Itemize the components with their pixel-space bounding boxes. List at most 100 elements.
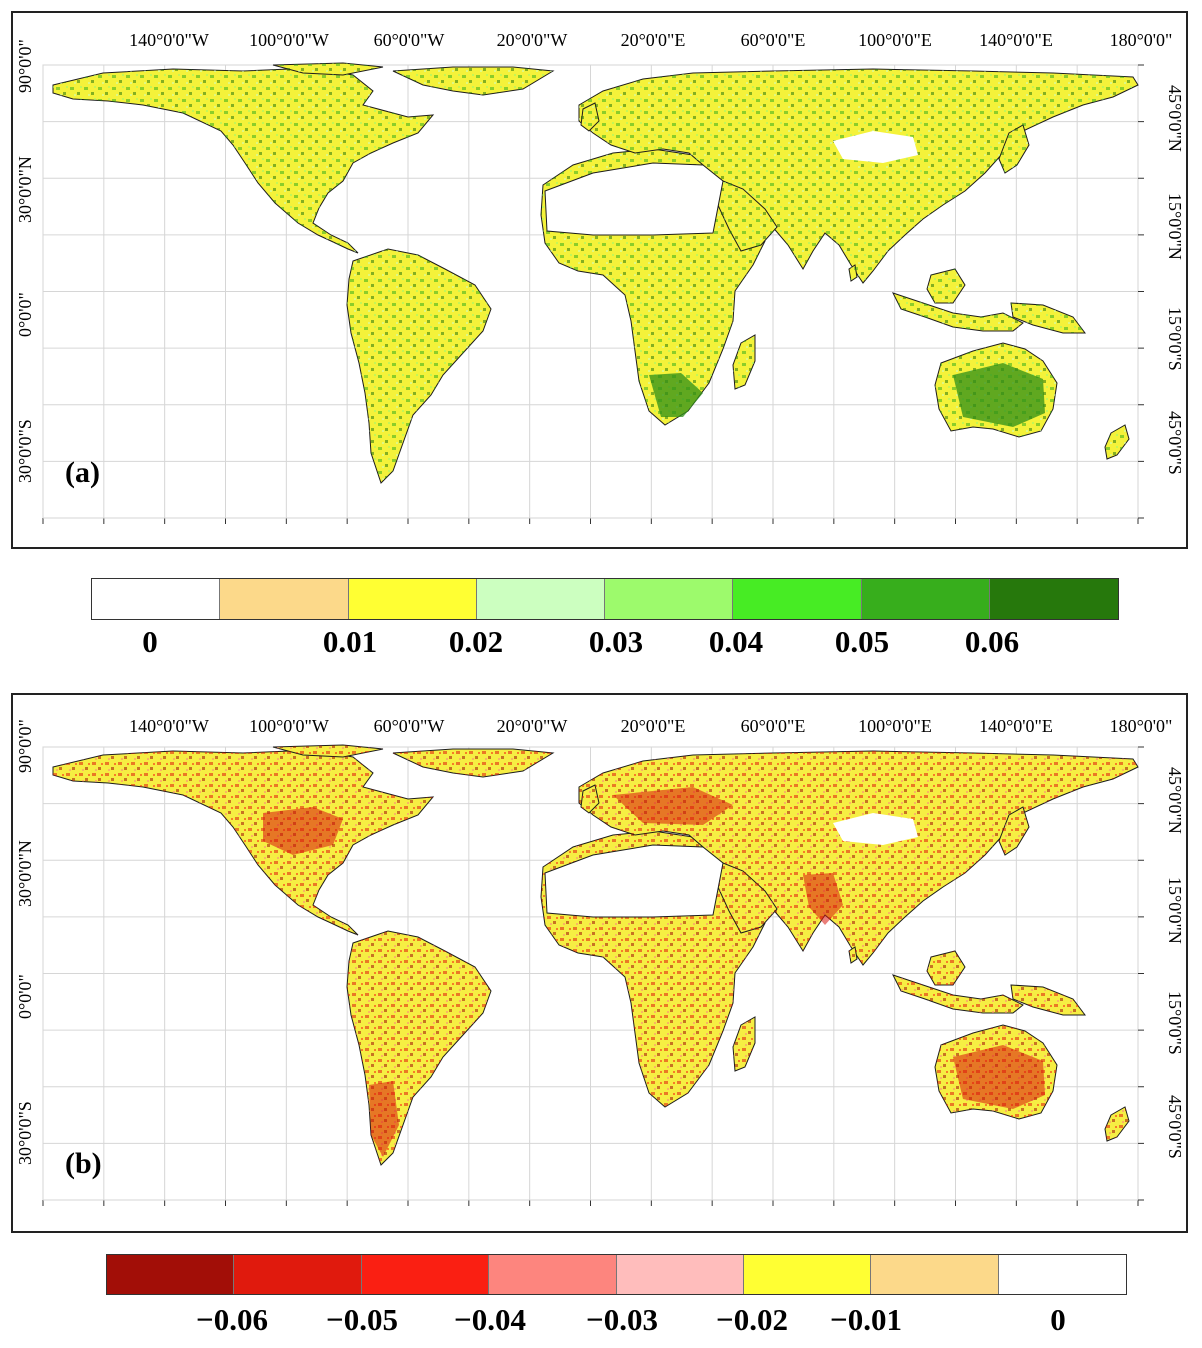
lon-label: 140°0'0"W	[129, 716, 209, 736]
madagascar-texture	[733, 335, 755, 389]
colorbar-b-swatch	[871, 1255, 999, 1294]
us-hotspot	[263, 807, 343, 855]
tibet-nodata	[833, 131, 918, 163]
colorbar-a	[91, 578, 1119, 620]
colorbar-b-swatch	[489, 1255, 617, 1294]
map-panel-b: (b) 140°0'0"W 100°0'0"W 60°0'0"W 20°0'0"…	[11, 693, 1188, 1233]
japan-texture	[999, 807, 1029, 855]
colorbar-b-label: −0.06	[196, 1302, 268, 1337]
lon-label: 100°0'0"W	[249, 30, 329, 50]
colorbar-b-swatch	[998, 1255, 1126, 1294]
colorbar-a-label: 0.04	[708, 624, 764, 659]
lat-label-left: 0°0'0"	[15, 292, 35, 337]
europe-hotspot	[613, 787, 733, 825]
landmasses-b	[52, 744, 1139, 1166]
japan-texture	[999, 125, 1029, 173]
colorbar-a-label: 0.02	[448, 624, 504, 659]
colorbar-b-label: −0.02	[716, 1302, 788, 1337]
lat-label-right: 15°0'0"N	[1165, 877, 1185, 944]
arabia-texture	[713, 177, 777, 251]
arabia-texture	[713, 859, 777, 933]
colorbar-a-swatch	[605, 579, 734, 619]
world-map-b	[42, 744, 1144, 1206]
arctic-islands-texture	[273, 63, 383, 75]
lat-label-left: 0°0'0"	[15, 974, 35, 1019]
uk-texture	[581, 103, 599, 131]
lat-label-right: 15°0'0"N	[1165, 193, 1185, 260]
borneo-texture	[927, 951, 965, 985]
colorbar-b-swatch	[616, 1255, 744, 1294]
world-map-a	[42, 62, 1144, 524]
new-zealand-texture	[1105, 425, 1129, 459]
australia-dense	[953, 363, 1045, 427]
sahara-nodata	[544, 844, 724, 918]
lat-label-right: 15°0'0"S	[1165, 991, 1185, 1055]
colorbar-b-label: −0.03	[586, 1302, 658, 1337]
lon-label: 60°0'0"W	[373, 716, 445, 736]
new-zealand-texture	[1105, 1107, 1129, 1141]
new-guinea-texture	[1011, 985, 1085, 1015]
lon-label: 20°0'0"W	[496, 716, 568, 736]
colorbar-a-label: 0.01	[322, 624, 378, 659]
colorbar-a-swatch	[476, 579, 605, 619]
new-guinea-texture	[1011, 303, 1085, 333]
madagascar-texture	[733, 1017, 755, 1071]
sri-lanka-texture	[849, 265, 857, 281]
tibet-nodata	[833, 813, 918, 845]
colorbar-a-swatch	[733, 579, 862, 619]
eurasia-texture	[579, 69, 1138, 283]
north-america-texture	[53, 68, 433, 253]
colorbar-b-swatch	[361, 1255, 490, 1294]
lon-label: 60°0'0"W	[373, 30, 445, 50]
indonesia-texture	[893, 293, 1023, 331]
lon-label: 20°0'0"W	[496, 30, 568, 50]
greenland-texture	[393, 749, 553, 777]
lat-label-right: 45°0'0"N	[1165, 767, 1185, 834]
lon-label: 60°0'0"E	[740, 30, 806, 50]
southern-africa-dense	[649, 373, 703, 417]
uk-texture	[581, 785, 599, 813]
south-america-texture	[347, 931, 491, 1165]
panel-label-a: (a)	[65, 456, 100, 489]
colorbar-a-label: 0.05	[834, 624, 890, 659]
colorbar-a-label: 0	[142, 624, 158, 659]
lon-label: 140°0'0"E	[979, 30, 1053, 50]
argentina-hotspot	[369, 1081, 399, 1157]
colorbar-a-label: 0.06	[964, 624, 1020, 659]
colorbar-a-swatch	[348, 579, 477, 619]
colorbar-a-swatch	[861, 579, 990, 619]
lon-label: 20°0'0"E	[620, 30, 686, 50]
colorbar-b-label: −0.01	[830, 1302, 902, 1337]
lat-label-left: 30°0'0"S	[15, 419, 35, 483]
lat-label-right: 45°0'0"N	[1165, 85, 1185, 152]
colorbar-b-label: 0	[1050, 1302, 1066, 1337]
lat-label-left: 90°0'0"	[15, 39, 35, 93]
colorbar-a-label: 0.03	[588, 624, 644, 659]
lon-label: 100°0'0"W	[249, 716, 329, 736]
lon-label: 140°0'0"E	[979, 716, 1053, 736]
map-panel-a: (a) 140°0'0"W 100°0'0"W 60°0'0"W 20°0'0"…	[11, 11, 1188, 549]
panel-label-b: (b)	[65, 1147, 102, 1180]
colorbar-b	[106, 1254, 1127, 1295]
lon-label: 140°0'0"W	[129, 30, 209, 50]
sahara-nodata	[544, 162, 724, 236]
colorbar-b-label: −0.04	[454, 1302, 526, 1337]
landmasses-a	[52, 62, 1139, 484]
australia-hotspot	[953, 1045, 1045, 1109]
lat-label-left: 30°0'0"N	[15, 840, 35, 907]
lon-label: 20°0'0"E	[620, 716, 686, 736]
indonesia-texture	[893, 975, 1023, 1013]
india-hotspot	[803, 873, 843, 925]
lat-label-left: 90°0'0"	[15, 719, 35, 773]
south-america-texture	[347, 249, 491, 483]
lat-label-left: 30°0'0"N	[15, 156, 35, 223]
lon-label: 60°0'0"E	[740, 716, 806, 736]
colorbar-a-swatch	[220, 579, 349, 619]
lon-label: 180°0'0"	[1109, 30, 1173, 50]
colorbar-b-label: −0.05	[326, 1302, 398, 1337]
borneo-texture	[927, 269, 965, 303]
colorbar-b-swatch	[107, 1255, 235, 1294]
lon-label: 100°0'0"E	[858, 30, 932, 50]
lon-label: 180°0'0"	[1109, 716, 1173, 736]
lat-label-left: 30°0'0"S	[15, 1101, 35, 1165]
